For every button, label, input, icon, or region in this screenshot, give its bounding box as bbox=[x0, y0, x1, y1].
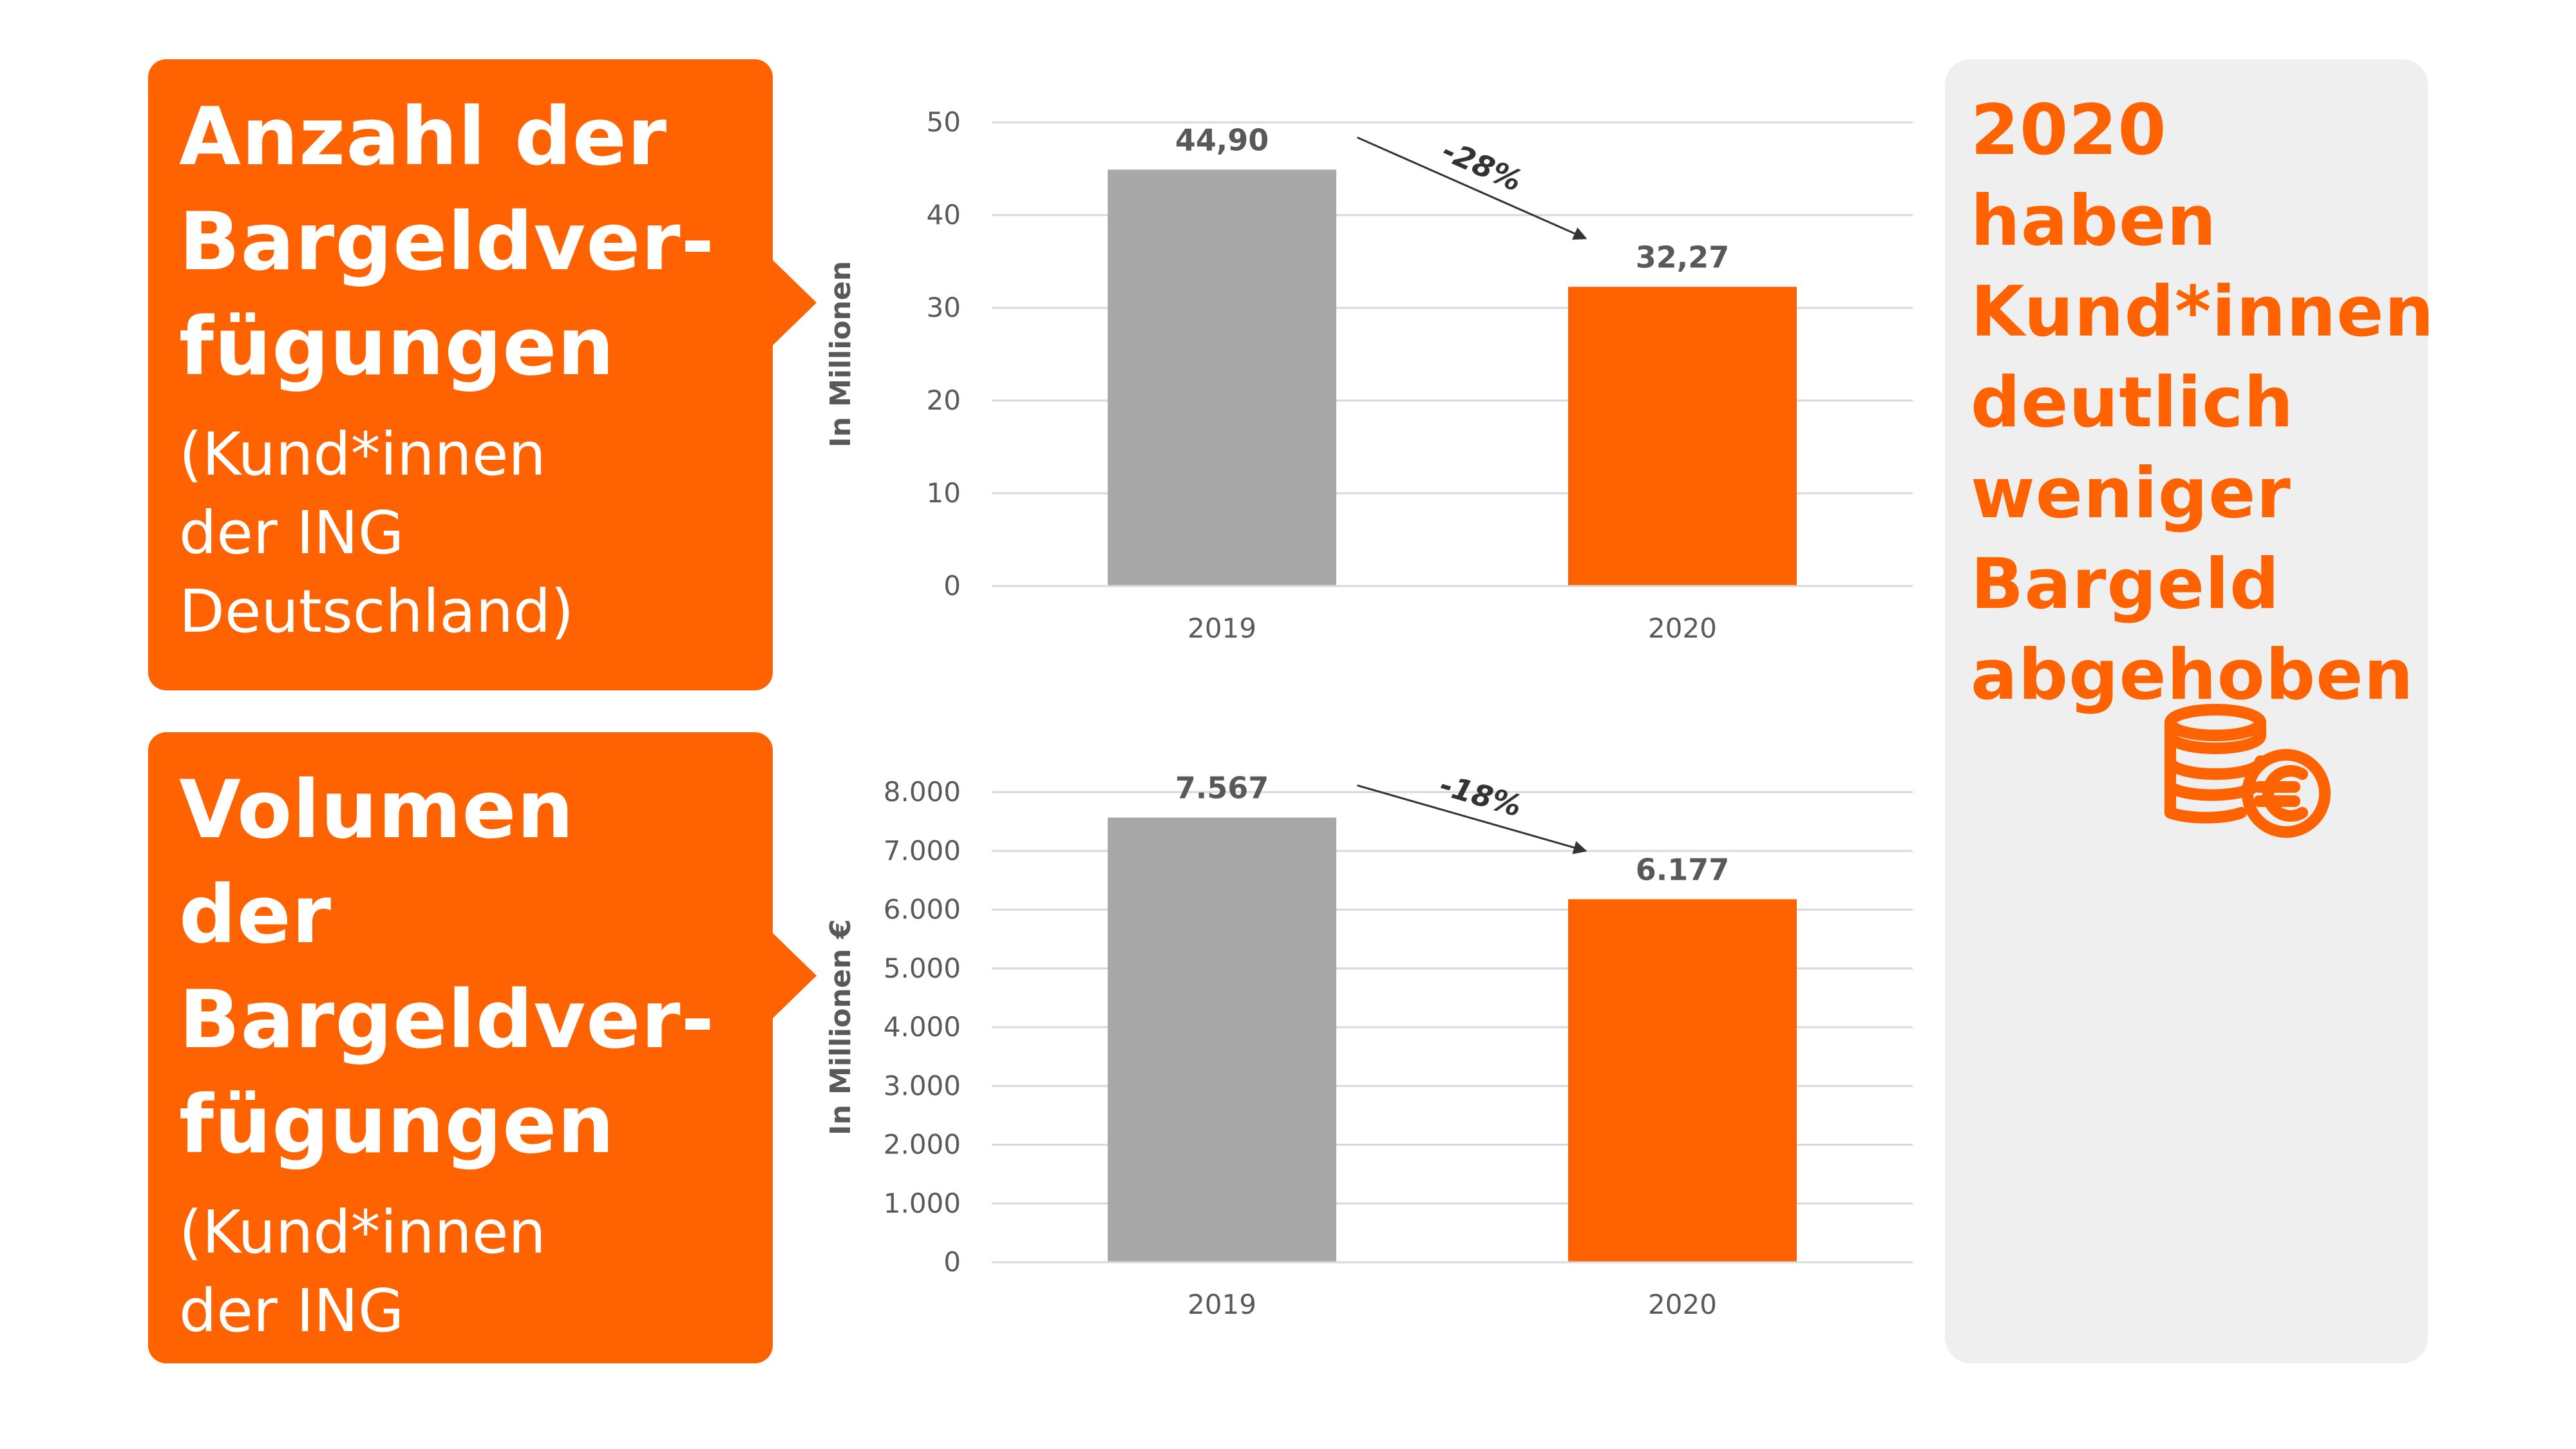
count-chart-svg: 0 10 20 30 40 50 In Millionen 44,90 2019 32,27 202… bbox=[824, 106, 1913, 644]
callout-pointer bbox=[772, 932, 817, 1019]
volume-ytick-label: 2.000 bbox=[884, 1129, 961, 1160]
count-y-axis-label: In Millionen bbox=[824, 261, 857, 448]
volume-bar-2019 bbox=[1108, 817, 1336, 1262]
summary-panel: 2020 haben Kund*innen deutlich weniger B… bbox=[1945, 59, 2435, 1363]
volume-subtitle: (Kund*innen der ING Deutschland) bbox=[179, 1198, 574, 1424]
volume-callout: Volumen der Bargeldver- fügungen (Kund*i… bbox=[148, 732, 817, 1424]
count-bar-2019 bbox=[1108, 169, 1336, 586]
count-data-label: 32,27 bbox=[1636, 240, 1730, 274]
volume-change-arrow bbox=[1357, 784, 1587, 855]
volume-y-axis-label: In Millionen € bbox=[824, 919, 857, 1135]
count-change-label: -28% bbox=[1437, 133, 1527, 198]
summary-headline: 2020 haben Kund*innen deutlich weniger B… bbox=[1971, 90, 2435, 715]
count-ytick-label: 30 bbox=[927, 292, 961, 323]
volume-data-label: 7.567 bbox=[1175, 771, 1269, 806]
count-subtitle: (Kund*innen der ING Deutschland) bbox=[179, 420, 574, 646]
count-xtick-label: 2019 bbox=[1188, 612, 1256, 644]
volume-data-label: 6.177 bbox=[1636, 852, 1730, 887]
volume-chart-svg: 0 1.000 2.000 3.000 4.000 5.000 6.000 7.000 8.00… bbox=[824, 767, 1913, 1320]
volume-ytick-label: 0 bbox=[943, 1246, 961, 1278]
count-ytick-label: 20 bbox=[927, 384, 961, 416]
volume-xtick-label: 2020 bbox=[1648, 1289, 1717, 1320]
count-chart: 0 10 20 30 40 50 In Millionen 44,90 2019 32,27 202… bbox=[805, 77, 1964, 670]
count-ytick-label: 0 bbox=[943, 570, 961, 601]
volume-ytick-label: 6.000 bbox=[884, 894, 961, 925]
count-bar-2020 bbox=[1568, 287, 1797, 586]
volume-heading: Volumen der Bargeldver- fügungen bbox=[179, 764, 715, 1171]
count-ytick-label: 40 bbox=[927, 199, 961, 231]
coins-euro-icon bbox=[2164, 704, 2331, 838]
volume-bar-2020 bbox=[1568, 899, 1797, 1262]
count-callout: Anzahl der Bargeldver- fügungen (Kund*in… bbox=[148, 59, 817, 690]
count-data-label: 44,90 bbox=[1175, 122, 1269, 157]
volume-ytick-label: 7.000 bbox=[884, 835, 961, 866]
count-heading: Anzahl der Bargeldver- fügungen bbox=[179, 91, 715, 393]
volume-change-label: -18% bbox=[1436, 767, 1526, 824]
volume-ytick-label: 1.000 bbox=[884, 1188, 961, 1219]
volume-ytick-label: 3.000 bbox=[884, 1070, 961, 1101]
count-xtick-label: 2020 bbox=[1648, 612, 1717, 644]
volume-xtick-label: 2019 bbox=[1188, 1289, 1256, 1320]
volume-ytick-label: 8.000 bbox=[884, 776, 961, 808]
callout-pointer bbox=[772, 259, 817, 346]
volume-chart: 0 1.000 2.000 3.000 4.000 5.000 6.000 7.000 8.00… bbox=[805, 747, 1964, 1346]
volume-ytick-label: 5.000 bbox=[884, 952, 961, 984]
count-ytick-label: 10 bbox=[927, 477, 961, 509]
volume-ytick-label: 4.000 bbox=[884, 1011, 961, 1043]
count-change-arrow bbox=[1356, 137, 1587, 240]
count-ytick-label: 50 bbox=[927, 106, 961, 138]
